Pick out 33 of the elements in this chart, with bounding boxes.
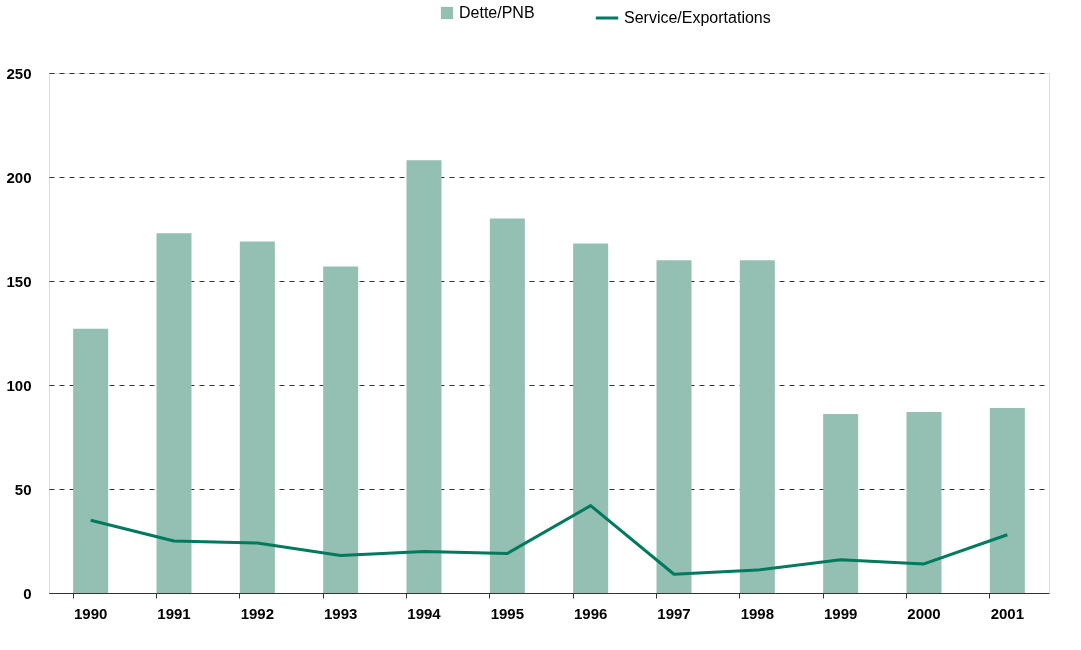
bar bbox=[406, 160, 442, 593]
y-tick-label: 100 bbox=[6, 376, 32, 394]
x-tick-label: 1999 bbox=[823, 604, 858, 622]
x-tick-label: 1998 bbox=[740, 604, 775, 622]
bar bbox=[489, 218, 525, 593]
y-tick-label: 0 bbox=[23, 584, 32, 602]
bar bbox=[573, 243, 609, 593]
bar bbox=[989, 407, 1025, 593]
bar bbox=[739, 260, 775, 593]
y-tick-label: 200 bbox=[6, 168, 32, 186]
x-tick-label: 1992 bbox=[240, 604, 275, 622]
bar bbox=[906, 412, 942, 593]
legend-label: Service/Exportations bbox=[624, 9, 771, 26]
x-tick-label: 1993 bbox=[323, 604, 358, 622]
x-tick-label: 2001 bbox=[990, 604, 1025, 622]
y-tick-label: 250 bbox=[6, 64, 32, 82]
bar bbox=[156, 233, 192, 593]
bar bbox=[323, 266, 359, 593]
x-tick-label: 2000 bbox=[907, 604, 941, 622]
y-tick-label: 50 bbox=[14, 480, 32, 498]
x-tick-label: 1997 bbox=[657, 604, 691, 622]
bar bbox=[239, 241, 275, 593]
x-tick-label: 1994 bbox=[407, 604, 442, 622]
y-tick-label: 150 bbox=[6, 272, 32, 290]
legend-label: Dette/PNB bbox=[459, 4, 535, 21]
line-series bbox=[89, 504, 1009, 576]
x-tick-label: 1996 bbox=[573, 604, 608, 622]
x-tick-label: 1990 bbox=[73, 604, 108, 622]
bar bbox=[73, 328, 109, 593]
bar bbox=[823, 414, 859, 593]
bar bbox=[656, 260, 692, 593]
x-tick-label: 1991 bbox=[157, 604, 191, 622]
x-tick-label: 1995 bbox=[490, 604, 525, 622]
